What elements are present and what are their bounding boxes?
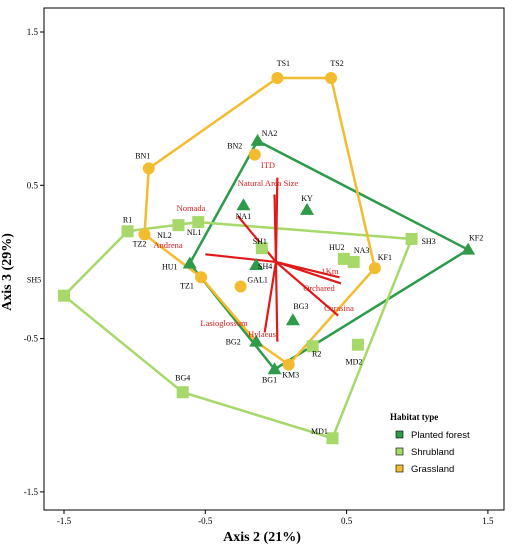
y-tick-label: -1.5 bbox=[24, 487, 39, 497]
y-tick-label: 0.5 bbox=[27, 180, 39, 190]
site-label-bn1: BN1 bbox=[135, 151, 150, 160]
site-label-r2: R2 bbox=[312, 349, 321, 358]
point-na3 bbox=[347, 255, 360, 268]
site-label-hu2: HU2 bbox=[329, 243, 345, 252]
point-bn2 bbox=[248, 148, 261, 161]
legend: Habitat type Planted forest Shrubland Gras… bbox=[390, 412, 470, 475]
hull-planted-forest bbox=[188, 139, 470, 371]
x-axis-title: Axis 2 (21%) bbox=[223, 530, 301, 545]
plot-frame bbox=[43, 7, 505, 511]
point-nl2 bbox=[172, 219, 185, 232]
point-md1 bbox=[326, 432, 339, 445]
vector-hylaeus bbox=[274, 261, 279, 342]
x-tick-label: -1.5 bbox=[57, 516, 72, 526]
point-hu2 bbox=[337, 252, 350, 265]
point-hu1 bbox=[182, 256, 197, 269]
vector-label-cerasina: Cerasina bbox=[324, 303, 354, 313]
vector-lasioglossum bbox=[263, 261, 278, 333]
site-label-kf1: KF1 bbox=[378, 253, 392, 262]
site-label-na1: NA1 bbox=[236, 212, 252, 221]
site-label-bg2: BG2 bbox=[226, 338, 241, 347]
y-axis-title: Axis 3 (29%) bbox=[0, 233, 15, 311]
vector-label-1km: 1Km bbox=[322, 266, 339, 276]
legend-label-grassland: Grassland bbox=[411, 464, 454, 475]
site-label-na2: NA2 bbox=[262, 129, 278, 138]
point-bg1 bbox=[267, 362, 282, 375]
site-label-sh5: SH5 bbox=[27, 276, 41, 285]
site-label-kf2: KF2 bbox=[469, 234, 483, 243]
point-gal1 bbox=[234, 280, 247, 293]
y-tick-label: 1.5 bbox=[27, 27, 39, 37]
site-label-ts1: TS1 bbox=[277, 59, 290, 68]
point-sh1 bbox=[255, 242, 268, 255]
site-label-r1: R1 bbox=[123, 215, 132, 224]
site-label-bg3: BG3 bbox=[293, 302, 308, 311]
legend-swatch-shrubland bbox=[395, 447, 404, 456]
site-label-gal1: GAL1 bbox=[247, 275, 267, 284]
site-label-sh4: SH4 bbox=[258, 262, 272, 271]
site-label-md1: MD1 bbox=[311, 427, 328, 436]
vector-label-nomada: Nomada bbox=[177, 203, 206, 213]
site-label-bn2: BN2 bbox=[227, 142, 242, 151]
point-bn1 bbox=[142, 162, 155, 175]
site-label-ky: KY bbox=[301, 194, 313, 203]
vector-label-orchared: Orchared bbox=[303, 283, 335, 293]
point-r1 bbox=[121, 225, 134, 238]
point-bg3 bbox=[285, 313, 300, 326]
legend-swatch-planted-forest bbox=[395, 430, 404, 439]
vector-nomada bbox=[236, 215, 277, 263]
vector-label-hylaeus: Hylaeus bbox=[248, 329, 276, 339]
point-na1 bbox=[236, 198, 251, 211]
point-na2 bbox=[250, 133, 265, 146]
vector-natural-area-size bbox=[273, 194, 278, 262]
site-label-km3: KM3 bbox=[282, 371, 299, 380]
point-bg2 bbox=[249, 334, 264, 347]
point-nl1 bbox=[192, 216, 205, 229]
point-kf1 bbox=[368, 262, 381, 275]
legend-swatch-grassland bbox=[395, 464, 404, 473]
vector-label-natural-area-size: Natural Area Size bbox=[238, 178, 299, 188]
point-tz1 bbox=[195, 271, 208, 284]
vector-cerasina bbox=[275, 261, 339, 317]
point-sh3 bbox=[405, 232, 418, 245]
site-label-nl1: NL1 bbox=[187, 228, 202, 237]
vector-label-andrena: Andrena bbox=[153, 240, 182, 250]
x-tick-label: 0.5 bbox=[341, 516, 353, 526]
point-km3 bbox=[282, 358, 295, 371]
point-r2 bbox=[306, 340, 319, 353]
point-sh5 bbox=[58, 289, 70, 302]
point-bg4 bbox=[176, 386, 189, 399]
y-tick-label: -0.5 bbox=[24, 334, 39, 344]
point-md2 bbox=[351, 338, 364, 351]
vector-label-itd: ITD bbox=[261, 160, 275, 170]
legend-title: Habitat type bbox=[390, 412, 438, 422]
site-label-bg4: BG4 bbox=[175, 373, 190, 382]
legend-label-planted-forest: Planted forest bbox=[411, 430, 470, 441]
vector-orchared bbox=[275, 260, 342, 285]
site-label-sh1: SH1 bbox=[253, 237, 267, 246]
vector-label-lasioglossum: Lasioglossum bbox=[200, 318, 248, 328]
site-label-md2: MD2 bbox=[345, 358, 362, 367]
site-label-sh3: SH3 bbox=[421, 237, 435, 246]
site-label-tz2: TZ2 bbox=[133, 239, 147, 248]
legend-label-shrubland: Shrubland bbox=[411, 447, 454, 458]
site-label-bg1: BG1 bbox=[262, 375, 277, 384]
x-tick-label: -0.5 bbox=[198, 516, 213, 526]
point-ky bbox=[300, 202, 315, 215]
site-label-hu1: HU1 bbox=[162, 262, 178, 271]
point-kf2 bbox=[461, 242, 476, 255]
point-ts1 bbox=[271, 71, 284, 84]
site-label-tz1: TZ1 bbox=[180, 281, 194, 290]
site-label-na3: NA3 bbox=[354, 246, 370, 255]
site-label-nl2: NL2 bbox=[157, 231, 172, 240]
x-tick-label: 1.5 bbox=[482, 516, 494, 526]
point-tz2 bbox=[138, 228, 151, 241]
point-ts2 bbox=[325, 71, 338, 84]
point-sh4 bbox=[249, 258, 264, 271]
site-label-ts2: TS2 bbox=[330, 59, 343, 68]
vector-andrena bbox=[205, 253, 277, 264]
